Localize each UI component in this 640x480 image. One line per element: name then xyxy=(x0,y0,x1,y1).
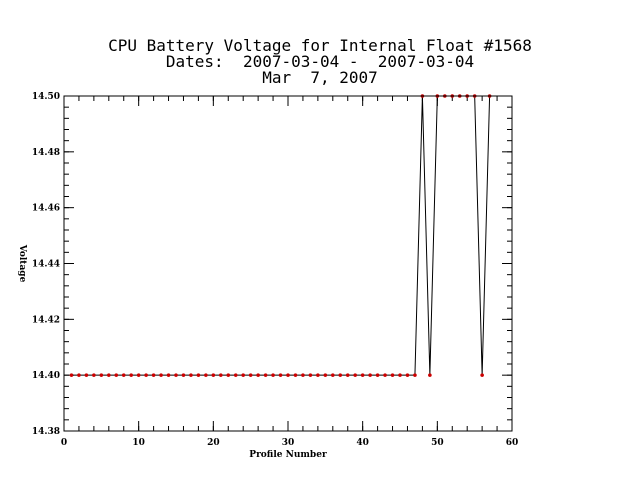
data-point xyxy=(211,373,216,377)
data-point xyxy=(368,373,372,377)
data-point xyxy=(159,373,163,377)
data-point xyxy=(375,373,380,377)
x-tick-label: 10 xyxy=(132,438,145,448)
data-point xyxy=(151,373,156,377)
data-point xyxy=(92,373,96,377)
data-point xyxy=(308,373,313,377)
series-line xyxy=(71,95,491,376)
data-point xyxy=(345,373,350,377)
y-tick-label: 14.44 xyxy=(32,260,60,270)
data-point xyxy=(398,373,402,377)
data-point xyxy=(338,373,343,377)
data-point xyxy=(271,373,275,377)
chart-title-line-2: Dates: 2007-03-04 - 2007-03-04 xyxy=(165,52,475,71)
data-point xyxy=(278,373,283,377)
x-tick-label: 30 xyxy=(282,438,295,448)
minor-ticks xyxy=(63,95,513,432)
data-point xyxy=(360,373,365,377)
data-point xyxy=(353,373,358,377)
x-tick-label: 60 xyxy=(506,438,519,448)
series-layer xyxy=(69,94,492,377)
data-point xyxy=(428,373,432,377)
data-point xyxy=(114,373,119,377)
data-point xyxy=(84,373,89,377)
x-axis-label: Profile Number xyxy=(249,450,327,460)
data-point xyxy=(248,373,253,377)
x-tick-label: 50 xyxy=(431,438,444,448)
y-tick-label: 14.46 xyxy=(32,204,60,214)
data-point xyxy=(107,373,111,377)
data-point xyxy=(121,373,126,377)
chart-title-line-3: Mar 7, 2007 xyxy=(262,68,378,87)
data-point xyxy=(144,373,148,377)
data-point xyxy=(233,373,238,377)
data-point xyxy=(331,373,335,377)
x-tick-label: 20 xyxy=(207,438,220,448)
x-tick-label: 40 xyxy=(356,438,369,448)
data-point xyxy=(293,373,298,377)
data-point xyxy=(413,373,417,377)
data-point xyxy=(174,373,178,377)
chart-title-line-1: CPU Battery Voltage for Internal Float #… xyxy=(108,36,532,55)
y-tick-label: 14.48 xyxy=(32,148,60,158)
data-point xyxy=(219,373,223,377)
data-point xyxy=(196,373,201,377)
data-point xyxy=(77,373,81,377)
y-axis-label: Voltage xyxy=(17,244,27,283)
data-point xyxy=(166,373,171,377)
x-tick-label: 0 xyxy=(61,438,67,448)
data-point xyxy=(480,373,484,377)
data-point xyxy=(69,373,74,377)
data-point xyxy=(286,373,290,377)
major-ticks xyxy=(63,95,513,432)
y-tick-label: 14.38 xyxy=(32,427,60,437)
data-point xyxy=(129,373,133,377)
data-point xyxy=(390,373,395,377)
data-point xyxy=(189,373,193,377)
plot-frame xyxy=(63,95,513,432)
data-point xyxy=(383,373,387,377)
data-point xyxy=(226,373,231,377)
data-point xyxy=(136,373,141,377)
data-point xyxy=(99,373,104,377)
data-point xyxy=(316,373,320,377)
y-tick-label: 14.40 xyxy=(32,371,60,381)
data-point xyxy=(405,373,410,377)
tick-labels: 0 10 20 30 40 50 60 14.38 14.40 14.42 14.44 14.46 14… xyxy=(32,92,518,448)
data-point xyxy=(263,373,268,377)
data-point xyxy=(256,373,260,377)
data-point xyxy=(301,373,305,377)
data-point xyxy=(323,373,328,377)
data-point xyxy=(181,373,186,377)
y-tick-label: 14.50 xyxy=(32,92,60,102)
data-point xyxy=(241,373,245,377)
data-point xyxy=(204,373,208,377)
y-tick-label: 14.42 xyxy=(32,315,60,325)
